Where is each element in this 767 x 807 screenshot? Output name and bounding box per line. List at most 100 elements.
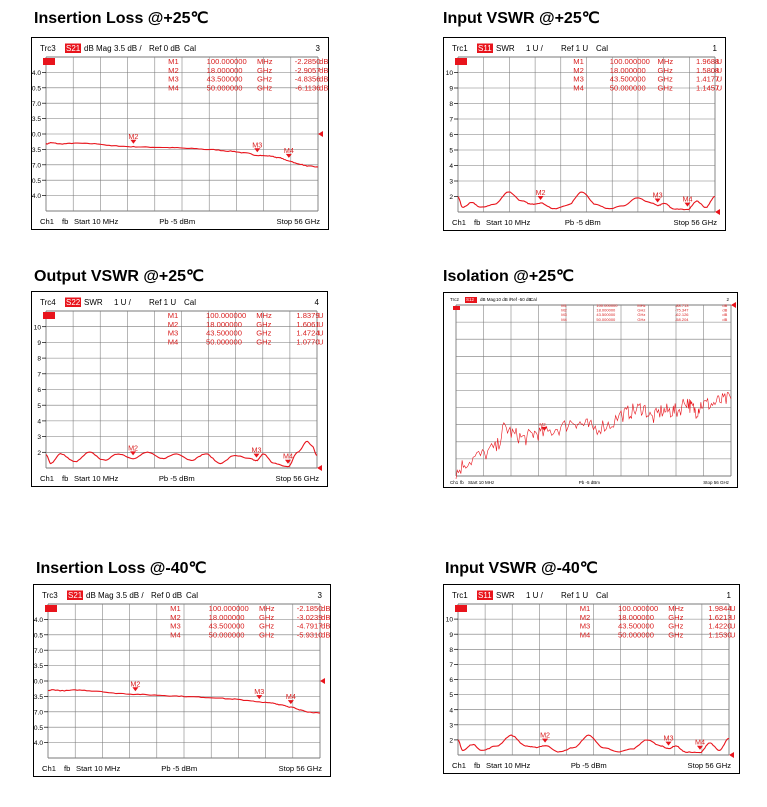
reference-arrow xyxy=(320,678,325,684)
figure-title: Output VSWR @+25℃ xyxy=(34,268,205,285)
marker-freq: 18.000000 xyxy=(618,613,654,622)
marker-value: 1.1530 xyxy=(708,630,731,639)
marker-name: M2 xyxy=(573,66,584,75)
marker-triangle xyxy=(542,738,549,743)
reference-arrow xyxy=(317,465,322,471)
footer-stop: Stop 56 GHz xyxy=(279,764,323,773)
footer-stop: Stop 56 GHz xyxy=(688,761,732,770)
marker-label: M3 xyxy=(653,190,663,199)
marker-value: 1.4724 xyxy=(296,329,319,338)
y-tick-label: 7.0 xyxy=(34,648,43,655)
y-tick-label: 3 xyxy=(37,434,41,441)
param-badge xyxy=(65,297,81,307)
marker-freq: 50.000000 xyxy=(207,83,243,92)
marker-freq-unit: GHz xyxy=(256,337,271,346)
figure-title: Input VSWR @+25℃ xyxy=(443,10,600,27)
marker-triangle xyxy=(665,741,672,746)
marker-value-unit: U xyxy=(318,311,323,320)
marker-name: M3 xyxy=(170,622,181,631)
input-vswr-25-plot: Trc1 S11 SWR 1 U / Ref 1 U Cal 1 10 9 8 7 6 5 4 3 2 M1 10… xyxy=(443,37,726,231)
marker-triangle xyxy=(654,198,661,203)
scale-label: 3.5 dB / xyxy=(116,591,144,600)
y-tick-label: 9 xyxy=(37,340,41,347)
y-tick-label: 3 xyxy=(449,179,453,186)
isolation-25-plot: Trc2 S12 dB Mag 10 dB / Ref -50 dB Cal 2 M1 100.… xyxy=(443,292,738,488)
trace-label: Trc3 xyxy=(40,44,56,53)
marker-freq-unit: GHz xyxy=(256,320,271,329)
scale-label: 3.5 dB / xyxy=(114,44,142,53)
active-marker-box xyxy=(455,605,467,612)
format-label: dB Mag xyxy=(84,44,112,53)
marker-freq: 18.000000 xyxy=(207,66,243,75)
marker-freq: 50.000000 xyxy=(618,630,654,639)
marker-name: M3 xyxy=(573,75,584,84)
y-tick-label: 8 xyxy=(449,101,453,108)
y-tick-label: 9 xyxy=(449,86,453,93)
ref-label: Ref 1 U xyxy=(561,44,588,53)
marker-freq-unit: GHz xyxy=(259,613,274,622)
param-label: S22 xyxy=(66,298,81,307)
marker-value-unit: dB xyxy=(321,622,330,631)
marker-freq: 43.500000 xyxy=(596,312,616,317)
trace-label: Trc1 xyxy=(452,44,468,53)
channel-index: 2 xyxy=(726,297,729,302)
marker-triangle xyxy=(287,700,294,705)
marker-freq-unit: GHz xyxy=(658,83,673,92)
marker-name: M3 xyxy=(168,329,179,338)
trace-line xyxy=(457,191,716,211)
y-tick-label: -7.0 xyxy=(32,162,41,169)
marker-name: M2 xyxy=(561,308,567,313)
marker-triangle xyxy=(253,453,260,458)
marker-triangle xyxy=(132,687,139,692)
marker-name: M1 xyxy=(580,604,591,613)
footer-channel: Ch1 xyxy=(452,218,466,227)
marker-name: M1 xyxy=(168,57,179,66)
marker-freq-unit: MHz xyxy=(256,311,272,320)
marker-freq-unit: GHz xyxy=(658,66,673,75)
active-marker-box xyxy=(43,312,55,319)
footer-power: Pb -5 dBm xyxy=(159,474,195,483)
footer-channel: Ch1 xyxy=(450,480,459,485)
y-tick-label: -10.5 xyxy=(34,725,43,732)
marker-label: M2 xyxy=(540,731,550,740)
marker-freq: 43.500000 xyxy=(207,75,243,84)
cal-label: Cal xyxy=(184,44,196,53)
footer-stop: Stop 56 GHz xyxy=(276,474,320,483)
marker-freq: 50.000000 xyxy=(209,630,245,639)
y-tick-label: 7 xyxy=(37,371,41,378)
footer-start: Start 10 MHz xyxy=(74,474,119,483)
marker-value-unit: U xyxy=(730,630,735,639)
y-tick-label: -10.5 xyxy=(32,178,41,185)
footer-fb: fb xyxy=(474,761,480,770)
y-tick-label: 10.5 xyxy=(32,85,41,92)
reference-arrow xyxy=(731,302,736,308)
marker-value-unit: U xyxy=(318,337,323,346)
marker-name: M1 xyxy=(168,311,179,320)
footer-power: Pb -5 dBm xyxy=(571,761,607,770)
marker-name: M3 xyxy=(168,75,179,84)
footer-fb: fb xyxy=(62,217,68,226)
ref-label: Ref 0 dB xyxy=(151,591,182,600)
marker-freq: 100.000000 xyxy=(207,57,247,66)
y-tick-label: 2 xyxy=(449,738,453,745)
footer-channel: Ch1 xyxy=(40,217,54,226)
marker-name: M1 xyxy=(573,57,584,66)
cal-label: Cal xyxy=(530,297,537,302)
footer-start: Start 10 MHz xyxy=(468,480,495,485)
marker-freq-unit: GHz xyxy=(637,317,645,322)
footer-power: Pb -5 dBm xyxy=(161,764,197,773)
marker-name: M2 xyxy=(168,66,179,75)
marker-freq: 43.500000 xyxy=(618,622,654,631)
marker-name: M3 xyxy=(561,312,567,317)
param-badge xyxy=(465,297,477,303)
footer-start: Start 10 MHz xyxy=(486,761,531,770)
y-tick-label: 6 xyxy=(449,132,453,139)
marker-freq: 43.500000 xyxy=(209,622,245,631)
marker-freq-unit: GHz xyxy=(668,613,683,622)
marker-triangle xyxy=(541,426,548,431)
reference-arrow xyxy=(715,209,720,215)
y-tick-label: 4 xyxy=(449,707,453,714)
marker-freq: 50.000000 xyxy=(596,317,616,322)
y-tick-label: 8 xyxy=(37,356,41,363)
